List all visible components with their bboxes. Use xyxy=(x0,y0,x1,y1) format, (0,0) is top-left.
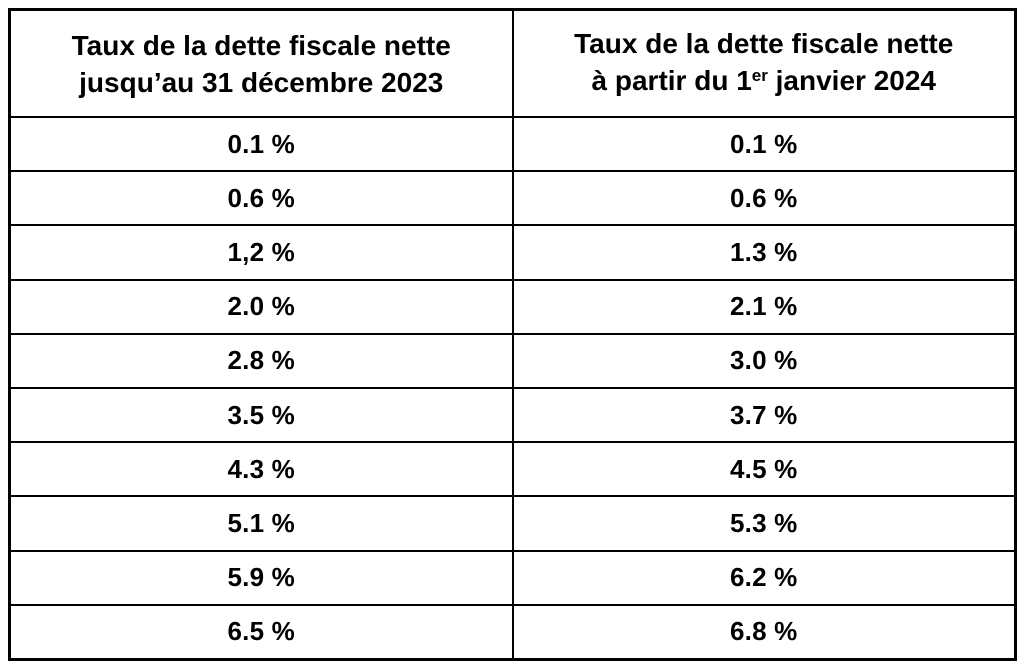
header-from-2024-superscript-er: er xyxy=(751,65,768,85)
rate-cell-new: 2.1 % xyxy=(511,278,1017,335)
table-row: 5.1 % 5.3 % xyxy=(8,495,1017,552)
rate-cell-new: 0.1 % xyxy=(511,115,1017,173)
rate-cell-old: 0.6 % xyxy=(8,170,514,227)
rate-cell-old: 6.5 % xyxy=(8,603,514,661)
table-row: 5.9 % 6.2 % xyxy=(8,549,1017,606)
rate-cell-new: 5.3 % xyxy=(511,495,1017,552)
rate-cell-old: 3.5 % xyxy=(8,386,514,444)
table-row: 4.3 % 4.5 % xyxy=(8,441,1017,498)
rate-cell-new: 3.0 % xyxy=(511,332,1017,389)
table-row: 3.5 % 3.7 % xyxy=(8,386,1017,444)
header-from-2024-line2-suffix: janvier 2024 xyxy=(767,64,936,96)
table-row: 2.0 % 2.1 % xyxy=(8,278,1017,335)
table-row: 2.8 % 3.0 % xyxy=(8,332,1017,389)
header-cell-rate-from-2024: Taux de la dette fiscale nette à partir … xyxy=(511,8,1017,118)
table-row: 1,2 % 1.3 % xyxy=(8,224,1017,281)
header-from-2024-line1: Taux de la dette fiscale nette xyxy=(574,27,954,59)
rate-cell-old: 1,2 % xyxy=(8,224,514,281)
rate-cell-new: 1.3 % xyxy=(511,224,1017,281)
header-until-2023-line1: Taux de la dette fiscale nette xyxy=(71,29,451,61)
table-row: 0.6 % 0.6 % xyxy=(8,170,1017,227)
table-row: 0.1 % 0.1 % xyxy=(8,115,1017,173)
rate-cell-new: 4.5 % xyxy=(511,441,1017,498)
rate-cell-old: 5.1 % xyxy=(8,495,514,552)
rate-cell-new: 6.8 % xyxy=(511,603,1017,661)
net-tax-debt-rate-table: Taux de la dette fiscale nette jusqu’au … xyxy=(8,8,1017,661)
header-from-2024-line2-prefix: à partir du 1 xyxy=(591,64,752,96)
header-cell-rate-until-2023: Taux de la dette fiscale nette jusqu’au … xyxy=(8,8,514,118)
rate-cell-new: 6.2 % xyxy=(511,549,1017,606)
rate-cell-old: 2.8 % xyxy=(8,332,514,389)
rate-cell-old: 4.3 % xyxy=(8,441,514,498)
header-until-2023-line2: jusqu’au 31 décembre 2023 xyxy=(79,66,444,98)
header-row: Taux de la dette fiscale nette jusqu’au … xyxy=(8,8,1017,118)
table-row: 6.5 % 6.8 % xyxy=(8,603,1017,661)
rate-cell-old: 5.9 % xyxy=(8,549,514,606)
header-from-2024-line2: à partir du 1er janvier 2024 xyxy=(514,62,1015,103)
rate-cell-old: 2.0 % xyxy=(8,278,514,335)
rate-cell-old: 0.1 % xyxy=(8,115,514,173)
rate-cell-new: 0.6 % xyxy=(511,170,1017,227)
rate-cell-new: 3.7 % xyxy=(511,386,1017,444)
